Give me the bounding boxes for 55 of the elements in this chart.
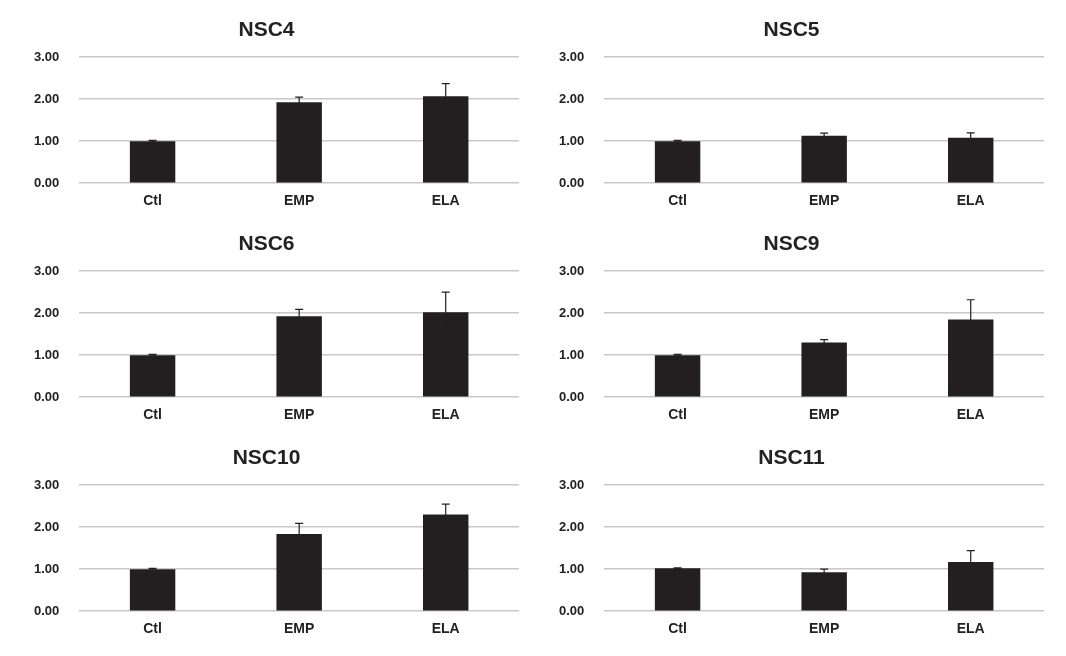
x-tick-label: ELA [956,406,985,423]
y-tick-label: 0.00 [558,174,585,190]
x-tick-label: Ctl [143,406,162,423]
y-tick-label: 2.00 [33,518,60,534]
x-tick-label: EMP [283,620,315,637]
y-tick-label: 3.00 [558,48,585,64]
y-tick-label: 3.00 [33,48,60,64]
x-tick-label: Ctl [668,620,687,637]
bar [801,342,847,397]
y-tick-label: 3.00 [558,476,585,492]
chart-title: NSC9 [763,231,820,255]
y-tick-label: 0.00 [558,602,585,618]
x-tick-label: ELA [956,192,985,209]
y-tick-label: 2.00 [558,518,585,534]
y-tick-label: 3.00 [33,476,60,492]
x-tick-label: EMP [808,620,840,637]
bar [129,569,176,611]
x-tick-label: ELA [431,192,460,209]
x-tick-label: Ctl [668,406,687,423]
x-tick-label: Ctl [143,192,162,209]
x-tick-label: EMP [808,192,840,209]
y-tick-label: 0.00 [33,174,60,190]
bar [654,355,701,397]
y-tick-label: 1.00 [558,560,585,576]
y-tick-label: 0.00 [33,388,60,404]
x-tick-label: Ctl [668,192,687,209]
bar [801,572,847,611]
x-tick-label: EMP [808,406,840,423]
bar [654,568,701,611]
chart-title: NSC10 [232,445,301,469]
y-tick-label: 3.00 [33,262,60,278]
bar [129,141,176,183]
y-tick-label: 2.00 [558,90,585,106]
y-tick-label: 2.00 [33,304,60,320]
y-tick-label: 2.00 [33,90,60,106]
y-tick-label: 3.00 [558,262,585,278]
chart-title: NSC5 [763,17,820,41]
x-tick-label: ELA [956,620,985,637]
y-tick-label: 1.00 [33,560,60,576]
x-tick-label: EMP [283,192,315,209]
y-tick-label: 2.00 [558,304,585,320]
y-tick-label: 1.00 [33,132,60,148]
y-tick-label: 1.00 [558,346,585,362]
y-tick-label: 0.00 [33,602,60,618]
chart-title: NSC6 [238,231,295,255]
x-tick-label: Ctl [143,620,162,637]
chart-title: NSC4 [238,17,295,41]
bar [129,355,176,397]
y-tick-label: 1.00 [33,346,60,362]
chart-title: NSC11 [758,445,826,469]
x-tick-label: ELA [431,620,460,637]
y-tick-label: 0.00 [558,388,585,404]
x-tick-label: EMP [283,406,315,423]
y-tick-label: 1.00 [558,132,585,148]
x-tick-label: ELA [431,406,460,423]
